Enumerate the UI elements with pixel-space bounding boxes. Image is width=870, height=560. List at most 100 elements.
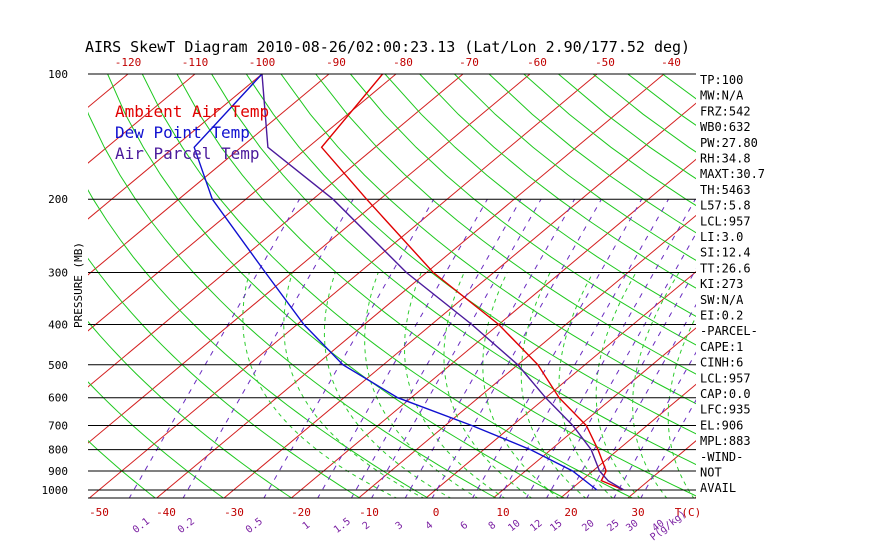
dry-adiabat-line (419, 74, 696, 289)
dry-adiabat-line (801, 74, 870, 499)
sounding-index-item: LFC:935 (700, 403, 751, 417)
isotherm-line (762, 74, 870, 499)
mixing-ratio-label: 6 (459, 520, 471, 532)
pressure-tick-label: 700 (48, 420, 68, 433)
dry-adiabat-line (88, 257, 361, 498)
moist-adiabat-line (632, 272, 680, 498)
mixing-ratio-line (640, 399, 696, 498)
sounding-index-item: EL:906 (700, 418, 743, 432)
moist-adiabat-line (667, 315, 696, 498)
sounding-index-item: LI:3.0 (700, 230, 743, 244)
mixing-ratio-label: 0.5 (244, 516, 265, 536)
isobar-lines (88, 198, 696, 499)
top-temperature-labels: -120 -110 -100 -90 -80 -70 -60 -50 -40 (115, 56, 681, 69)
bottom-temp-label: -40 (156, 506, 176, 519)
mixing-ratio-line (182, 198, 354, 498)
mixing-ratio-line (525, 198, 696, 498)
mixing-ratio-label: 8 (487, 520, 499, 532)
sounding-index-item: TT:26.6 (700, 261, 751, 275)
legend-parcel: Air Parcel Temp (115, 144, 260, 163)
sounding-index-item: TP:100 (700, 73, 743, 87)
mixing-ratio-label: 20 (580, 518, 596, 534)
sounding-index-item: NOT (700, 466, 722, 480)
moist-adiabat-line (443, 272, 533, 498)
sounding-index-item: WB0:632 (700, 120, 751, 134)
isotherm-line (290, 158, 696, 498)
isotherm-line (0, 74, 61, 499)
pressure-tick-label: 900 (48, 465, 68, 478)
isotherm-line (88, 74, 330, 276)
moist-adiabat-line (595, 272, 641, 498)
sounding-index-item: AVAIL (700, 481, 736, 495)
bottom-temp-label: -30 (224, 506, 244, 519)
pressure-tick-label: 200 (48, 193, 68, 206)
mixing-ratio-labels: 0.1 0.2 0.5 1 1.5 2 3 4 6 8 10 12 15 20 25 30 40P(g/kg) (131, 509, 688, 544)
moist-adiabat-line (482, 272, 560, 498)
dry-adiabat-line (0, 74, 20, 499)
isotherm-line (829, 74, 870, 499)
mixing-ratio-line (317, 198, 488, 498)
dry-adiabat-line (315, 74, 696, 375)
isotherm-line (88, 74, 196, 164)
isotherm-line (88, 74, 263, 220)
mixing-ratio-label: 4 (424, 520, 436, 532)
mixing-ratio-line (546, 232, 696, 498)
sounding-index-item: FRZ:542 (700, 104, 751, 118)
ambient-temp-curve (320, 74, 625, 491)
sounding-index-item: LCL:957 (700, 214, 751, 228)
sounding-index-item: RH:34.8 (700, 152, 751, 166)
background-grid (0, 74, 870, 499)
sounding-index-item: LCL:957 (700, 371, 751, 385)
sounding-index-item: SW:N/A (700, 293, 744, 307)
sounding-index-item: CAPE:1 (700, 340, 743, 354)
dry-adiabat-line (836, 74, 870, 499)
pressure-tick-label: 400 (48, 318, 68, 331)
dry-adiabat-line (88, 189, 429, 498)
dry-adiabat-line (88, 320, 293, 498)
sounding-index-item: SI:12.4 (700, 246, 751, 260)
top-temp-label: -90 (326, 56, 346, 69)
bottom-temp-label: T(C) (675, 506, 702, 519)
mixing-ratio-label: 15 (548, 518, 564, 534)
mixing-ratio-label: 0.2 (176, 516, 197, 536)
y-axis-label: PRESSURE (MB) (72, 242, 85, 328)
mixing-ratio-label: 30 (624, 518, 640, 534)
pressure-tick-label: 100 (48, 68, 68, 81)
moist-adiabat-line (403, 272, 506, 498)
dry-adiabat-line (88, 440, 157, 498)
isotherm-line (88, 74, 598, 498)
mixing-ratio-line (371, 198, 542, 498)
mixing-ratio-line (431, 198, 602, 498)
mixing-ratio-line (263, 198, 435, 498)
mixing-ratio-line (566, 268, 696, 498)
mixing-ratio-label: 1.5 (332, 516, 353, 536)
top-temp-label: -110 (182, 56, 209, 69)
moist-adiabat-line (323, 272, 452, 498)
legend-ambient: Ambient Air Temp (115, 102, 269, 121)
profile-curves (193, 74, 625, 491)
dewpoint-curve (193, 74, 598, 491)
sounding-index-item: MW:N/A (700, 89, 744, 103)
parcel-temp-curve (261, 74, 625, 491)
isotherm-line (492, 327, 696, 498)
bottom-temp-label: -50 (89, 506, 109, 519)
dry-adiabat-line (384, 74, 696, 317)
moist-adiabat-line (283, 272, 425, 498)
moist-adiabat-line (364, 272, 479, 498)
mixing-ratio-line (404, 198, 575, 498)
top-temp-label: -50 (595, 56, 615, 69)
sounding-index-item: PW:27.80 (700, 136, 758, 150)
pressure-tick-label: 300 (48, 266, 68, 279)
sounding-index-item: CINH:6 (700, 356, 743, 370)
mixing-ratio-label: 2 (361, 520, 373, 532)
top-temp-label: -60 (527, 56, 547, 69)
bottom-temp-label: 20 (564, 506, 577, 519)
dry-adiabat-line (176, 74, 696, 497)
mixing-ratio-line (128, 198, 300, 498)
sounding-index-item: MPL:883 (700, 434, 751, 448)
mixing-ratio-line (586, 303, 696, 498)
isotherm-line (88, 74, 464, 388)
pressure-tick-labels: 100 200 300 400 500 600 700 800 900 1000 (42, 68, 69, 497)
mixing-ratio-line (471, 198, 643, 498)
